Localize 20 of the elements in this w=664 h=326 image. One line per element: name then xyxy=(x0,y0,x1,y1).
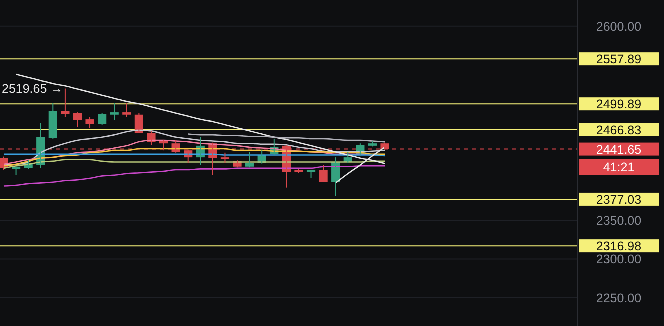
ref-line-label: 2557.89 xyxy=(596,52,642,67)
y-tick-label: 2300.00 xyxy=(596,252,642,267)
text: 41:21 xyxy=(603,160,635,174)
line-series xyxy=(188,134,386,143)
annotation: 2519.65 → xyxy=(2,82,64,96)
candlestick xyxy=(110,102,119,121)
y-tick-label: 2600.00 xyxy=(596,20,642,34)
ref-line-label: 2466.83 xyxy=(596,123,642,138)
y-tick-label: 2250.00 xyxy=(596,292,642,306)
ref-line-label: 2377.03 xyxy=(596,192,642,207)
candlestick xyxy=(122,102,132,118)
candlestick xyxy=(86,116,94,129)
candlestick xyxy=(294,168,304,174)
ref-line-label: 2499.89 xyxy=(596,98,642,112)
candlestick xyxy=(306,169,316,180)
ref-line-label: 2441.65 xyxy=(596,142,642,157)
ref-line-label: 2316.98 xyxy=(596,240,642,254)
y-tick-label: 2350.00 xyxy=(596,214,642,228)
candlestick xyxy=(368,140,378,148)
candlestick xyxy=(246,152,254,168)
